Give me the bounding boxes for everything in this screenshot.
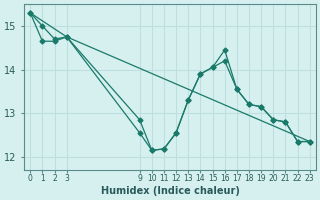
X-axis label: Humidex (Indice chaleur): Humidex (Indice chaleur) [100, 186, 239, 196]
